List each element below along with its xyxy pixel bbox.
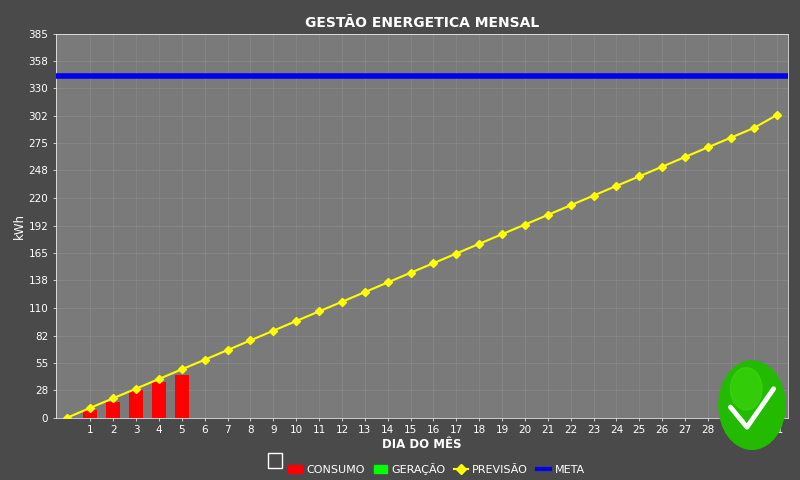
Title: GESTÃO ENERGETICA MENSAL: GESTÃO ENERGETICA MENSAL	[305, 16, 539, 30]
Bar	[130, 390, 143, 418]
Circle shape	[730, 368, 762, 410]
Bar	[152, 382, 166, 418]
Bar	[106, 402, 120, 418]
Circle shape	[719, 361, 785, 449]
Legend: CONSUMO, GERAÇÃO, PREVISÃO, META: CONSUMO, GERAÇÃO, PREVISÃO, META	[284, 458, 590, 479]
Y-axis label: kWh: kWh	[13, 213, 26, 239]
Bar	[175, 375, 189, 418]
Bar	[83, 409, 97, 418]
X-axis label: DIA DO MÊS: DIA DO MÊS	[382, 438, 462, 451]
